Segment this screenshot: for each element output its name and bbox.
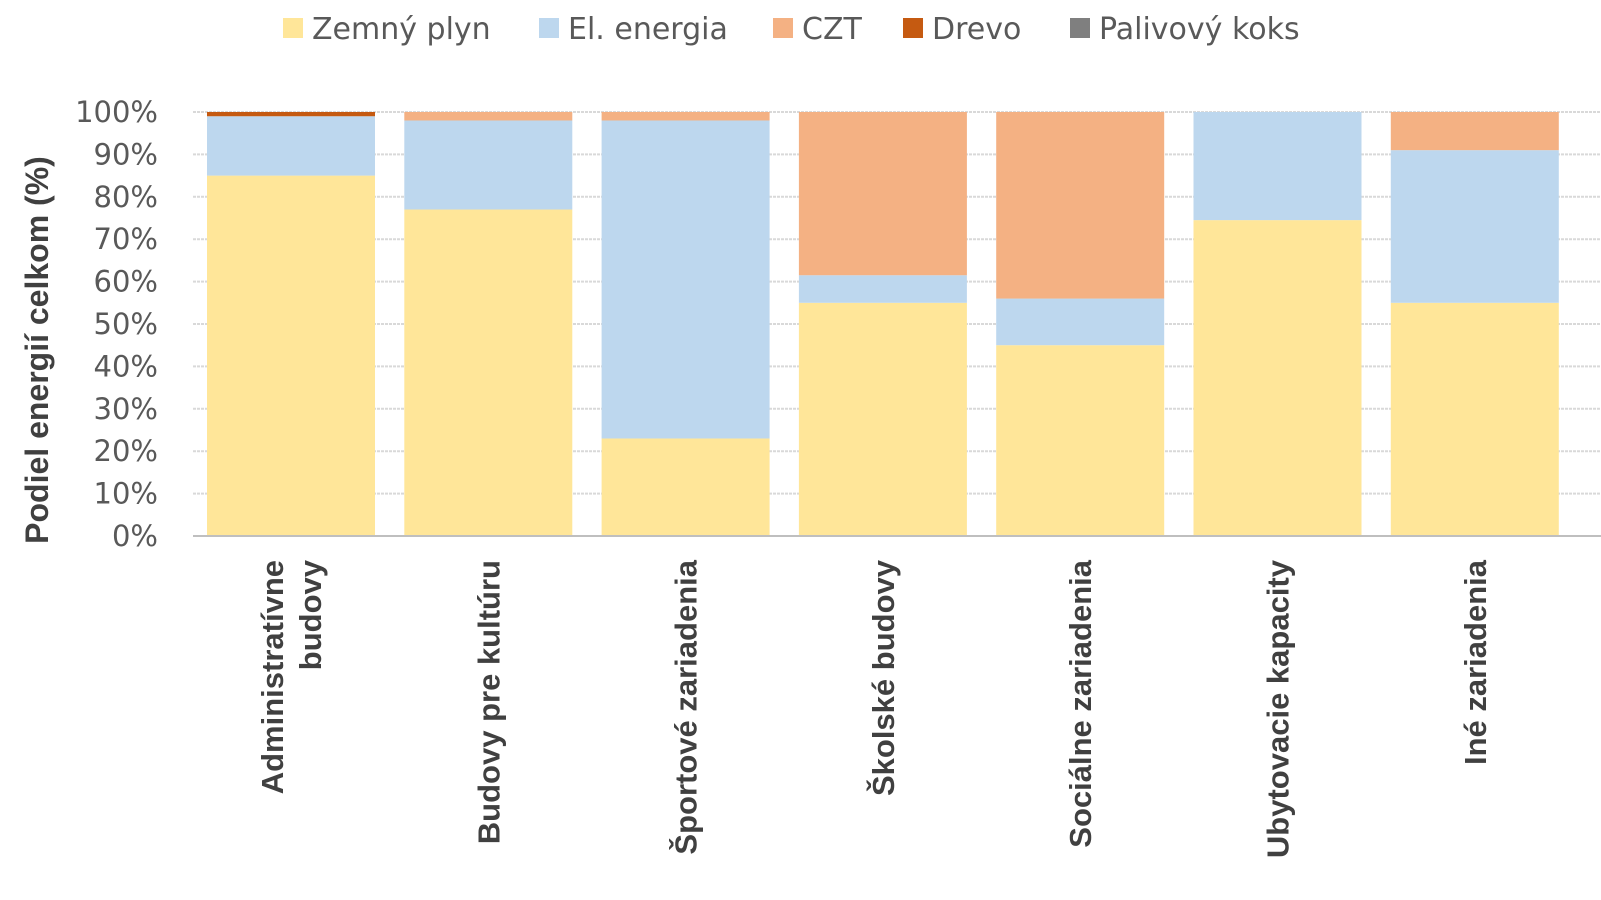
y-tick-label: 0%: [112, 519, 158, 553]
bar-segment: [404, 209, 573, 536]
bar-segment: [996, 345, 1165, 536]
category-label: Budovy pre kultúru: [471, 560, 506, 844]
bar-segment: [207, 175, 375, 536]
y-tick-label: 90%: [94, 137, 158, 171]
legend: Zemný plyn El. energia CZT Drevo Palivový ko…: [283, 12, 1300, 47]
bar-segment: [601, 112, 770, 121]
category-label: Administratívne: [255, 560, 290, 794]
bar-segment: [404, 120, 573, 210]
category-label: Sociálne zariadenia: [1063, 559, 1098, 847]
bar-segment: [207, 112, 375, 117]
category-label: Ubytovacie kapacity: [1261, 559, 1296, 858]
bar-segment: [1390, 150, 1559, 303]
bar-segment: [798, 275, 967, 303]
legend-swatch: [773, 18, 793, 38]
y-tick-label: 10%: [94, 477, 158, 511]
bar-segment: [996, 112, 1165, 299]
bar-segment: [601, 120, 770, 439]
bar-segment: [601, 438, 770, 536]
bars: [207, 112, 1559, 536]
category-label: Iné zariadenia: [1458, 559, 1493, 765]
legend-entry: Palivový koks: [1099, 12, 1300, 47]
bar-segment: [798, 112, 967, 276]
bar-segment: [996, 298, 1165, 346]
bar-segment: [1193, 220, 1362, 536]
legend-entry: Zemný plyn: [312, 12, 491, 47]
legend-swatch: [1070, 18, 1090, 38]
legend-entry: Drevo: [932, 12, 1021, 47]
category-labels: Administratívne budovy Budovy pre kultúru Š…: [255, 559, 1493, 858]
category-label: Školské budovy: [865, 559, 901, 796]
legend-entry: CZT: [802, 12, 862, 47]
legend-entry: El. energia: [568, 12, 728, 47]
legend-swatch: [903, 18, 923, 38]
y-axis-tick-labels: 0% 10% 20% 30% 40% 50% 60% 70% 80% 90% 100%: [75, 95, 158, 553]
y-tick-label: 50%: [94, 307, 158, 341]
y-tick-label: 80%: [94, 180, 158, 214]
bar-segment: [1390, 112, 1559, 151]
bar-segment: [798, 302, 967, 536]
bar-segment: [1193, 112, 1362, 221]
bar-segment: [207, 116, 375, 176]
y-tick-label: 30%: [94, 392, 158, 426]
y-tick-label: 60%: [94, 265, 158, 299]
legend-swatch: [539, 18, 559, 38]
y-tick-label: 20%: [94, 434, 158, 468]
bar-segment: [1390, 302, 1559, 536]
bar-segment: [404, 112, 573, 121]
y-tick-label: 100%: [75, 95, 158, 129]
y-tick-label: 70%: [94, 222, 158, 256]
category-label: budovy: [293, 559, 328, 670]
y-axis-title: Podiel energií celkom (%): [19, 156, 55, 544]
category-label: Športové zariadenia: [668, 559, 704, 854]
y-tick-label: 40%: [94, 349, 158, 383]
legend-swatch: [283, 18, 303, 38]
